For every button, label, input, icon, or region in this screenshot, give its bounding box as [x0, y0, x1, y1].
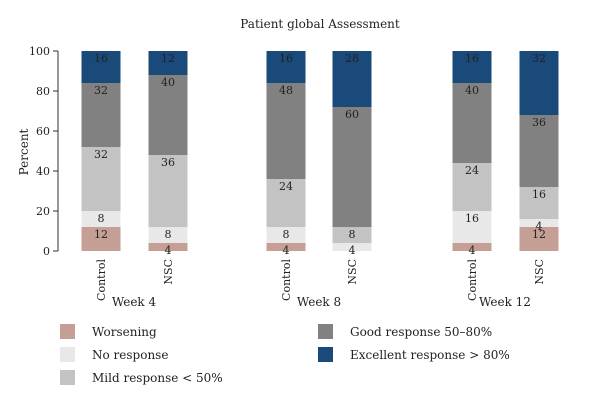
bar-segment-worsening [81, 227, 121, 251]
value-label: 48 [279, 84, 293, 97]
y-tick-label: 0 [43, 245, 50, 258]
value-label: 40 [465, 84, 479, 97]
bar-segment-excellent [452, 51, 492, 83]
value-label: 8 [98, 212, 105, 225]
bar-segment-mild [148, 155, 188, 227]
bar-segment-good [519, 115, 559, 187]
bar-segment-mild [332, 227, 372, 243]
y-tick-label: 80 [36, 85, 50, 98]
value-label: 32 [94, 84, 108, 97]
bar-segment-mild [266, 179, 306, 227]
bar-segment-no [148, 227, 188, 243]
value-label: 36 [532, 116, 546, 129]
value-label: 12 [532, 228, 546, 241]
bar-segment-no [452, 211, 492, 243]
axes: 0 20 40 60 80 100 [29, 45, 59, 258]
x-tick-label: Control [280, 259, 293, 301]
y-tick-label: 60 [36, 125, 50, 138]
x-tick-label: NSC [533, 259, 546, 285]
value-label: 24 [279, 180, 293, 193]
bar-segment-no [519, 219, 559, 227]
value-label: 4 [349, 244, 356, 257]
bar-segment-excellent [148, 51, 188, 75]
value-label: 8 [349, 228, 356, 241]
group-labels: Week 4 Week 8 Week 12 [112, 295, 531, 309]
y-axis-label: Percent [17, 128, 31, 175]
value-label: 28 [345, 52, 359, 65]
x-tick-label: NSC [162, 259, 175, 285]
value-labels: 1283232164836401248244816486028416244016… [94, 52, 546, 257]
value-label: 4 [469, 244, 476, 257]
value-label: 36 [161, 156, 175, 169]
bar-segment-no [332, 243, 372, 251]
value-label: 12 [161, 52, 175, 65]
value-label: 4 [165, 244, 172, 257]
bar-segment-good [266, 83, 306, 179]
bars [81, 51, 559, 251]
bar-segment-worsening [148, 243, 188, 251]
group-label: Week 8 [297, 295, 341, 309]
bar-segment-excellent [266, 51, 306, 83]
value-label: 60 [345, 108, 359, 121]
value-label: 8 [283, 228, 290, 241]
bar-segment-worsening [266, 243, 306, 251]
bar-segment-no [266, 227, 306, 243]
value-label: 8 [165, 228, 172, 241]
bar-segment-good [452, 83, 492, 163]
bar-segment-mild [519, 187, 559, 219]
value-label: 32 [532, 52, 546, 65]
y-tick-label: 20 [36, 205, 50, 218]
value-label: 24 [465, 164, 479, 177]
x-tick-label: Control [95, 259, 108, 301]
value-label: 4 [536, 220, 543, 233]
value-label: 40 [161, 76, 175, 89]
y-tick-label: 100 [29, 45, 50, 58]
value-label: 16 [465, 52, 479, 65]
x-tick-label: Control [466, 259, 479, 301]
bar-segment-good [332, 107, 372, 227]
bar-segment-good [148, 75, 188, 155]
value-label: 12 [94, 228, 108, 241]
x-tick-labels: Control NSC Control NSC Control NSC [95, 259, 546, 301]
y-tick-label: 40 [36, 165, 50, 178]
group-label: Week 4 [112, 295, 157, 309]
value-label: 16 [465, 212, 479, 225]
bar-segment-no [81, 211, 121, 227]
bar-segment-excellent [332, 51, 372, 107]
chart-title: Patient global Assessment [240, 17, 400, 31]
bar-segment-worsening [519, 227, 559, 251]
group-label: Week 12 [479, 295, 531, 309]
bar-segment-good [81, 83, 121, 147]
bar-segment-excellent [519, 51, 559, 115]
value-label: 16 [532, 188, 546, 201]
value-label: 16 [279, 52, 293, 65]
bar-segment-excellent [81, 51, 121, 83]
value-label: 32 [94, 148, 108, 161]
bar-segment-mild [452, 163, 492, 211]
bar-segment-worsening [452, 243, 492, 251]
value-label: 16 [94, 52, 108, 65]
x-tick-label: NSC [346, 259, 359, 285]
bar-segment-mild [81, 147, 121, 211]
value-label: 4 [283, 244, 290, 257]
